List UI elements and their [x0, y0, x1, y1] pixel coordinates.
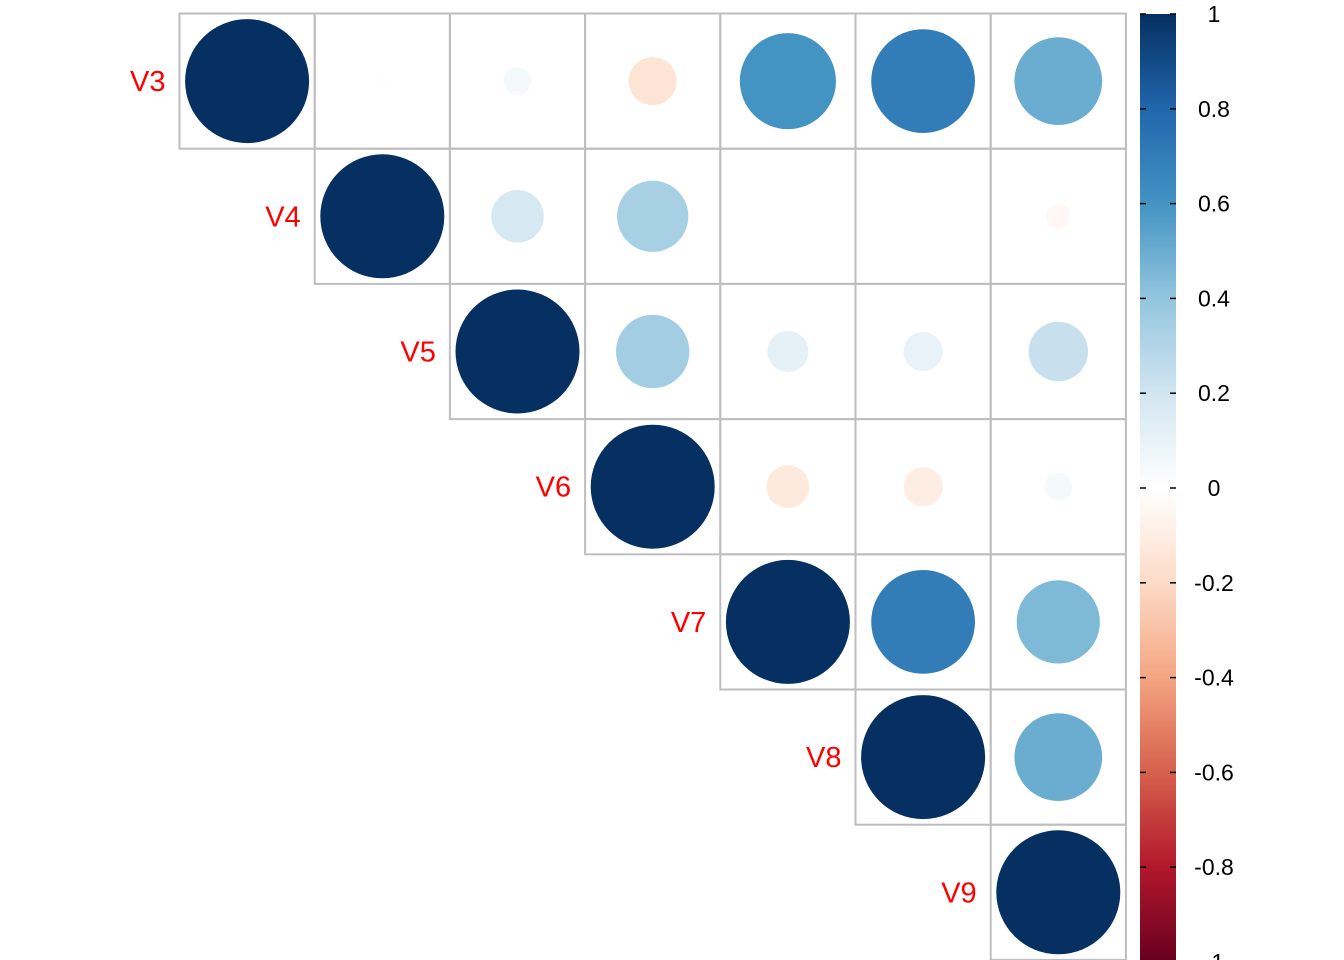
corr-circle-V3-V8 — [871, 29, 975, 133]
colorbar-gradient — [1140, 14, 1176, 960]
corr-circle-V6-V9 — [1044, 472, 1073, 501]
colorbar-tick-label: 0.2 — [1198, 380, 1230, 406]
corr-circle-V8-V8 — [861, 695, 986, 820]
corr-circle-V8-V9 — [1014, 713, 1103, 801]
colorbar-tick-label: -1 — [1204, 949, 1224, 960]
colorbar-tick-label: 0.4 — [1198, 285, 1230, 311]
corr-circle-V4-V9 — [1045, 203, 1071, 229]
row-label-V7: V7 — [671, 607, 706, 639]
corr-circle-V3-V9 — [1014, 37, 1103, 125]
colorbar-tick-label: -0.6 — [1194, 759, 1234, 785]
corr-circle-V5-V5 — [455, 289, 580, 414]
corr-circle-V5-V9 — [1028, 321, 1089, 382]
colorbar-tick-label: -0.4 — [1194, 665, 1234, 691]
colorbar-tick-label: -0.2 — [1194, 570, 1234, 596]
row-label-V9: V9 — [941, 877, 976, 909]
matrix-grid — [178, 12, 1127, 960]
colorbar-tick-label: 0 — [1208, 475, 1221, 501]
corr-circle-V6-V8 — [903, 467, 943, 507]
corr-circle-V6-V6 — [590, 424, 715, 549]
corr-circle-V5-V6 — [616, 314, 690, 389]
colorbar-tick-label: 0.8 — [1198, 96, 1230, 122]
row-label-V8: V8 — [806, 742, 841, 774]
corr-circle-V7-V8 — [871, 570, 975, 674]
corr-circle-V3-V3 — [185, 19, 310, 144]
colorbar: 1 0.8 0.6 0.4 0.2 0 -0.2 -0.4 -0.6 -0.8 -1 — [1140, 1, 1234, 960]
correlation-circles — [185, 19, 1121, 955]
corr-circle-V4-V4 — [320, 154, 445, 279]
colorbar-tick-label: 0.6 — [1198, 191, 1230, 217]
corr-circle-V5-V8 — [903, 331, 943, 372]
row-label-V4: V4 — [265, 201, 300, 233]
corr-circle-V5-V7 — [767, 330, 809, 373]
corr-circle-V4-V6 — [617, 180, 689, 252]
grid-cell-V4-V8 — [854, 147, 992, 285]
corr-circle-V9-V9 — [996, 830, 1121, 955]
colorbar-ticks: 1 0.8 0.6 0.4 0.2 0 -0.2 -0.4 -0.6 -0.8 -1 — [1140, 1, 1234, 960]
row-label-V3: V3 — [130, 66, 165, 98]
row-label-V6: V6 — [536, 472, 571, 504]
corr-circle-V3-V5 — [503, 67, 532, 95]
corr-circle-V7-V7 — [725, 559, 850, 684]
variable-labels: V3V4V5V6V7V8V9V3V4V5V6V7V8V9 — [130, 66, 977, 909]
corr-circle-V6-V7 — [766, 465, 810, 509]
colorbar-tick-label: 1 — [1208, 1, 1221, 27]
corr-circle-V3-V4 — [376, 74, 389, 88]
corr-circle-V4-V5 — [491, 189, 544, 243]
colorbar-tick-label: -0.8 — [1194, 854, 1234, 880]
grid-cell-V4-V7 — [719, 147, 857, 285]
corr-circle-V3-V6 — [628, 57, 677, 106]
row-label-V5: V5 — [400, 337, 435, 369]
corr-circle-V7-V9 — [1016, 580, 1100, 664]
corr-circle-V3-V7 — [739, 33, 836, 130]
